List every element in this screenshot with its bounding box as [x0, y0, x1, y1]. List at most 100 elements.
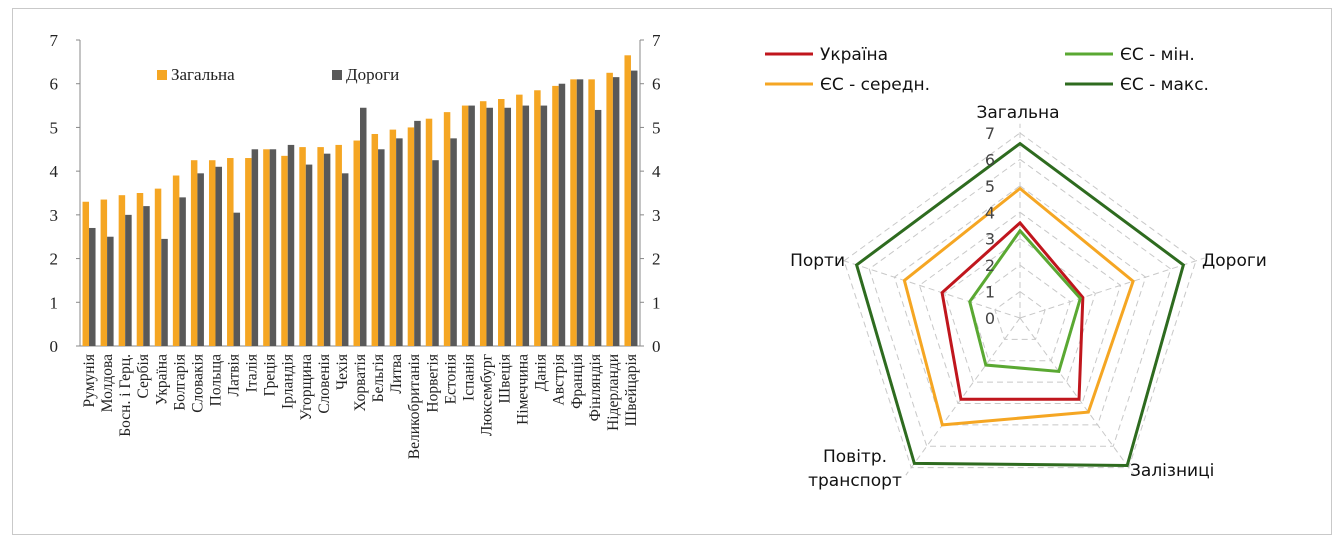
- bar-legend: Загальна Дороги: [157, 65, 399, 84]
- bar-dorohy: [540, 105, 548, 346]
- radar-legend-label: Україна: [820, 45, 888, 65]
- bar-chart: 0 0 1 1 2 2 3 3 4 4 5 5 6 6 7 7 Румунія Молдова Босн. і Г…: [50, 31, 662, 459]
- bar-dorohy: [630, 70, 638, 346]
- bar-left-tick-label: 6: [50, 75, 59, 94]
- bar-left-tick-label: 0: [50, 337, 59, 356]
- bar-category-label: Великобританія: [406, 354, 423, 459]
- bar-dorohy: [197, 173, 204, 346]
- bar-category-label: Австрія: [551, 354, 568, 405]
- bar-category-label: Швеція: [497, 354, 514, 403]
- bar-category-label: Литва: [388, 354, 405, 394]
- bar-zahalna: [534, 90, 541, 347]
- bar-dorohy: [287, 144, 295, 346]
- bar-category-label: Латвія: [226, 354, 243, 397]
- radar-tick-label: 2: [985, 256, 995, 275]
- bar-zahalna: [263, 149, 270, 346]
- bar-zahalna: [624, 55, 631, 347]
- radar-legend-label: ЄС - макс.: [1120, 75, 1209, 95]
- bar-marks: [82, 55, 638, 347]
- bar-category-label: Угорщина: [298, 354, 315, 421]
- radar-tick-label: 3: [985, 230, 995, 249]
- bar-dorohy: [305, 164, 313, 346]
- bar-zahalna: [118, 195, 126, 346]
- bar-zahalna: [479, 101, 487, 346]
- bar-zahalna: [588, 79, 595, 346]
- radar-spoke: [905, 317, 1021, 476]
- bar-zahalna: [606, 72, 613, 347]
- radar-axis-label: Порти: [790, 251, 845, 271]
- bar-dorohy: [432, 160, 439, 346]
- bar-left-tick-label: 4: [50, 162, 59, 181]
- bar-zahalna: [172, 175, 180, 346]
- bar-dorohy: [522, 105, 530, 346]
- bar-right-tick-label: 7: [652, 31, 661, 50]
- bar-category-label: Румунія: [81, 354, 98, 407]
- bar-category-label: Німеччина: [515, 354, 532, 425]
- bar-right-tick-label: 0: [652, 337, 661, 356]
- bar-zahalna: [353, 140, 360, 346]
- bar-zahalna: [461, 105, 469, 346]
- bar-dorohy: [612, 77, 620, 347]
- bar-category-label: Люксембург: [478, 354, 495, 436]
- bar-category-labels: Румунія Молдова Босн. і Герц. Сербія Україна…: [81, 354, 640, 459]
- bar-zahalna: [516, 94, 523, 347]
- bar-zahalna: [208, 160, 216, 346]
- bar-zahalna: [82, 201, 90, 346]
- bar-zahalna: [245, 158, 252, 346]
- radar-tick-label: 4: [985, 203, 995, 222]
- bar-dorohy: [179, 197, 186, 346]
- bar-category-label: Хорватія: [352, 354, 369, 412]
- radar-grid-ring: [918, 211, 1122, 405]
- bar-right-tick-label: 2: [652, 250, 661, 269]
- bar-zahalna: [552, 85, 559, 347]
- bar-zahalna: [100, 199, 108, 346]
- bar-category-label: Сербія: [135, 354, 152, 398]
- radar-axis-label: транспорт: [808, 471, 902, 491]
- radar-series-line: [968, 228, 1082, 374]
- bar-category-label: Польща: [207, 354, 224, 406]
- bar-zahalna: [227, 158, 234, 346]
- radar-axis-label: Повітр.: [823, 447, 887, 467]
- radar-spoke: [835, 257, 1021, 319]
- bar-zahalna: [154, 188, 162, 346]
- bar-zahalna: [281, 155, 288, 346]
- radar-grid-ring: [969, 264, 1071, 362]
- bar-zahalna: [498, 99, 505, 346]
- radar-series-line: [902, 186, 1135, 427]
- radar-tick-label: 0: [985, 309, 995, 328]
- bar-dorohy: [89, 227, 96, 346]
- bar-dorohy: [450, 138, 457, 346]
- bar-zahalna: [317, 147, 324, 346]
- radar-tick-label: 7: [985, 124, 995, 143]
- bar-dorohy: [161, 238, 168, 346]
- bar-category-label: Фінляндія: [587, 354, 604, 421]
- bar-dorohy: [143, 206, 150, 346]
- bar-legend-label: Дороги: [346, 65, 399, 84]
- bar-dorohy: [486, 107, 493, 346]
- bar-category-label: Молдова: [99, 354, 116, 412]
- bar-category-label: Данія: [533, 354, 550, 391]
- bar-zahalna: [425, 118, 433, 346]
- bar-dorohy: [396, 138, 403, 346]
- bar-category-label: Чехія: [334, 354, 351, 390]
- bar-dorohy: [107, 236, 114, 346]
- bar-dorohy: [125, 214, 132, 346]
- bar-legend-swatch: [157, 70, 167, 80]
- radar-tick-label: 6: [985, 150, 995, 169]
- bar-dorohy: [233, 212, 241, 346]
- bar-dorohy: [378, 149, 385, 346]
- bar-category-label: Нідерланди: [605, 354, 622, 431]
- radar-axis-label: Дороги: [1202, 251, 1267, 271]
- bar-category-label: Естонія: [442, 354, 459, 404]
- bar-right-tick-label: 5: [652, 118, 661, 137]
- radar-axis-label: Загальна: [976, 103, 1059, 123]
- radar-legend-label: ЄС - мін.: [1120, 45, 1195, 65]
- bar-zahalna: [407, 127, 415, 346]
- bar-zahalna: [570, 79, 577, 346]
- bar-left-tick-label: 3: [50, 206, 59, 225]
- bar-category-label: Норвегія: [424, 354, 441, 413]
- bar-dorohy: [468, 105, 475, 346]
- bar-left-tick-label: 7: [50, 31, 59, 50]
- bar-zahalna: [299, 147, 306, 346]
